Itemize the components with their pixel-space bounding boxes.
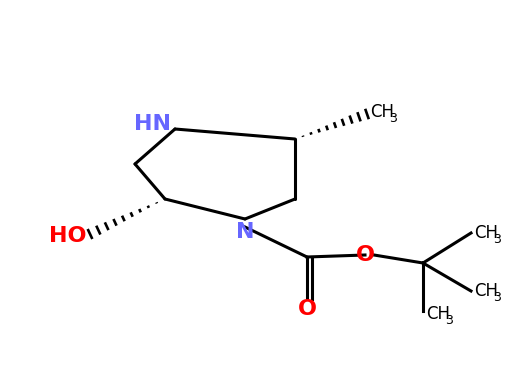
Text: 3: 3 <box>444 314 452 327</box>
Text: O: O <box>297 299 316 319</box>
Text: CH: CH <box>473 224 497 242</box>
Text: CH: CH <box>369 103 393 121</box>
Text: HO: HO <box>49 226 87 246</box>
Text: N: N <box>235 222 254 242</box>
Text: 3: 3 <box>492 233 500 246</box>
Text: 3: 3 <box>492 291 500 304</box>
Text: CH: CH <box>473 282 497 300</box>
Text: CH: CH <box>425 305 449 323</box>
Text: O: O <box>355 245 374 265</box>
Text: 3: 3 <box>388 112 396 125</box>
Text: HN: HN <box>134 114 171 134</box>
